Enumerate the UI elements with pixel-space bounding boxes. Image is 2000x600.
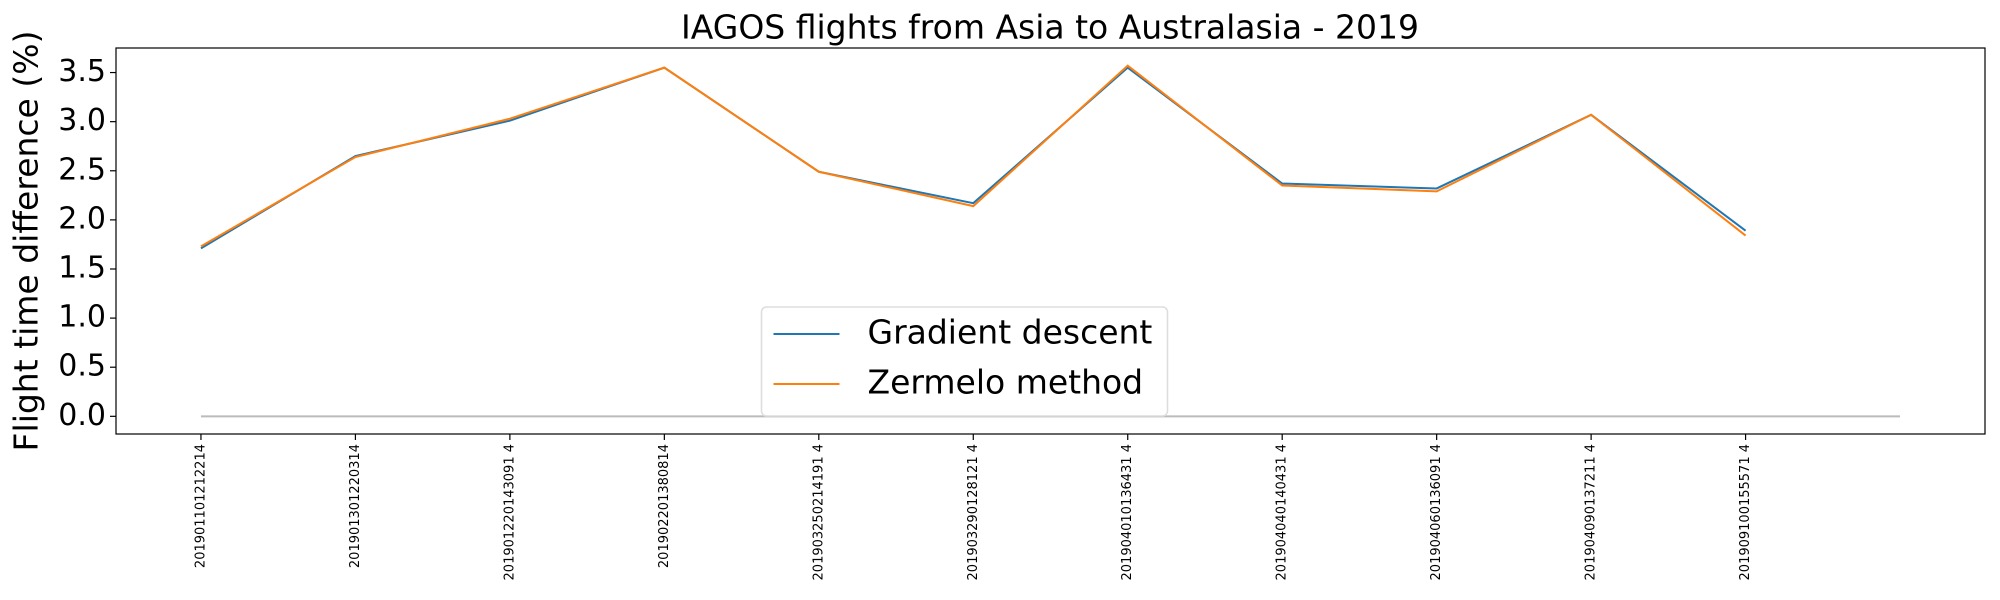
y-tick-label: 2.5 xyxy=(58,152,106,187)
y-tick-label: 0.5 xyxy=(58,349,106,384)
x-tick-label: 201904040140431 4 xyxy=(1275,444,1290,580)
x-tick-label: 201904090137211 4 xyxy=(1584,444,1599,580)
series-line xyxy=(200,64,1747,248)
legend-box xyxy=(760,306,1169,417)
y-tick-label: 1.5 xyxy=(58,250,106,285)
legend-label: Gradient descent xyxy=(868,313,1153,352)
x-tick-label: 201903290128121 4 xyxy=(966,444,981,580)
x-tick-label: 201904010136431 4 xyxy=(1120,444,1135,580)
x-tick-label: 201903250214191 4 xyxy=(811,444,826,580)
legend-label: Zermelo method xyxy=(868,363,1144,402)
y-tick-label: 0.0 xyxy=(58,398,106,433)
chart-title: IAGOS flights from Asia to Australasia -… xyxy=(681,8,1419,47)
x-tick-label: 201901301220314 xyxy=(348,444,363,568)
x-tick-label: 201909100155571 4 xyxy=(1738,444,1753,580)
y-tick-label: 2.0 xyxy=(58,201,106,236)
y-tick-label: 3.5 xyxy=(58,54,106,89)
y-axis-label: Flight time difference (%) xyxy=(7,31,46,452)
x-tick-label: 201902201380814 xyxy=(657,444,672,568)
y-tick-label: 3.0 xyxy=(58,103,106,138)
x-tick-label: 201904060136091 4 xyxy=(1429,444,1444,580)
x-tick-label: 201901220143091 4 xyxy=(502,444,517,580)
x-tick-label: 201901101212214 xyxy=(193,444,208,568)
plot-frame xyxy=(115,47,1986,435)
y-tick-label: 1.0 xyxy=(58,300,106,335)
series-line xyxy=(200,66,1747,250)
legend: Gradient descent Zermelo method xyxy=(760,306,1169,417)
